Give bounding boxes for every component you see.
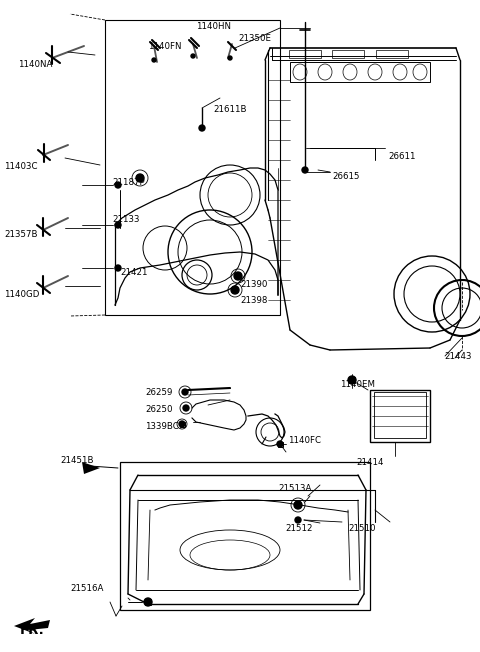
Text: 26250: 26250 [145, 405, 172, 414]
Text: 21398: 21398 [240, 296, 267, 305]
Text: 26615: 26615 [332, 172, 360, 181]
Circle shape [294, 501, 302, 509]
Circle shape [115, 182, 121, 188]
Text: 21443: 21443 [444, 352, 471, 361]
Circle shape [182, 389, 188, 395]
Text: FR.: FR. [20, 624, 45, 637]
Text: 21350E: 21350E [238, 34, 271, 43]
Bar [105, 20, 280, 315]
Text: 21133: 21133 [112, 215, 140, 224]
Bar [180, 421, 184, 426]
Bar [277, 441, 283, 447]
Circle shape [199, 125, 205, 131]
Circle shape [144, 598, 152, 606]
Text: 1339BC: 1339BC [145, 422, 179, 431]
Circle shape [277, 441, 283, 447]
Text: 21512: 21512 [285, 524, 312, 533]
Text: 26611: 26611 [388, 152, 416, 161]
Text: 21414: 21414 [356, 458, 384, 467]
Polygon shape [82, 462, 100, 474]
Text: 21611B: 21611B [213, 105, 247, 114]
Text: 26259: 26259 [145, 388, 172, 397]
Circle shape [231, 286, 239, 294]
Circle shape [234, 272, 242, 280]
Bar [120, 462, 370, 610]
Text: 21516A: 21516A [70, 584, 103, 593]
Text: 11403C: 11403C [4, 162, 37, 171]
Text: 21187P: 21187P [112, 178, 144, 187]
Circle shape [183, 405, 189, 411]
Polygon shape [14, 618, 50, 634]
Text: 21357B: 21357B [4, 230, 37, 239]
Text: 1140EM: 1140EM [340, 380, 375, 389]
Text: 1140FN: 1140FN [148, 42, 181, 51]
Text: 21510: 21510 [348, 524, 375, 533]
Circle shape [228, 56, 232, 60]
Text: 1140FC: 1140FC [288, 436, 321, 445]
Bar [332, 50, 364, 58]
Circle shape [302, 167, 308, 173]
Bar [349, 377, 355, 383]
Bar [374, 392, 426, 438]
Text: 21421: 21421 [120, 268, 147, 277]
Bar [145, 599, 151, 605]
Bar [376, 50, 408, 58]
Circle shape [179, 421, 185, 427]
Circle shape [136, 174, 144, 182]
Text: 1140GD: 1140GD [4, 290, 39, 299]
Circle shape [295, 517, 301, 523]
Circle shape [191, 54, 195, 58]
Text: 21390: 21390 [240, 280, 267, 289]
Circle shape [348, 376, 356, 384]
Bar [370, 390, 430, 442]
Circle shape [115, 265, 121, 271]
Text: 21451B: 21451B [60, 456, 94, 465]
Bar [289, 50, 321, 58]
Text: 1140HN: 1140HN [196, 22, 231, 31]
Text: 1140NA: 1140NA [18, 60, 52, 69]
Bar [290, 62, 430, 82]
Circle shape [115, 222, 121, 228]
Text: 21513A: 21513A [278, 484, 312, 493]
Circle shape [152, 58, 156, 62]
